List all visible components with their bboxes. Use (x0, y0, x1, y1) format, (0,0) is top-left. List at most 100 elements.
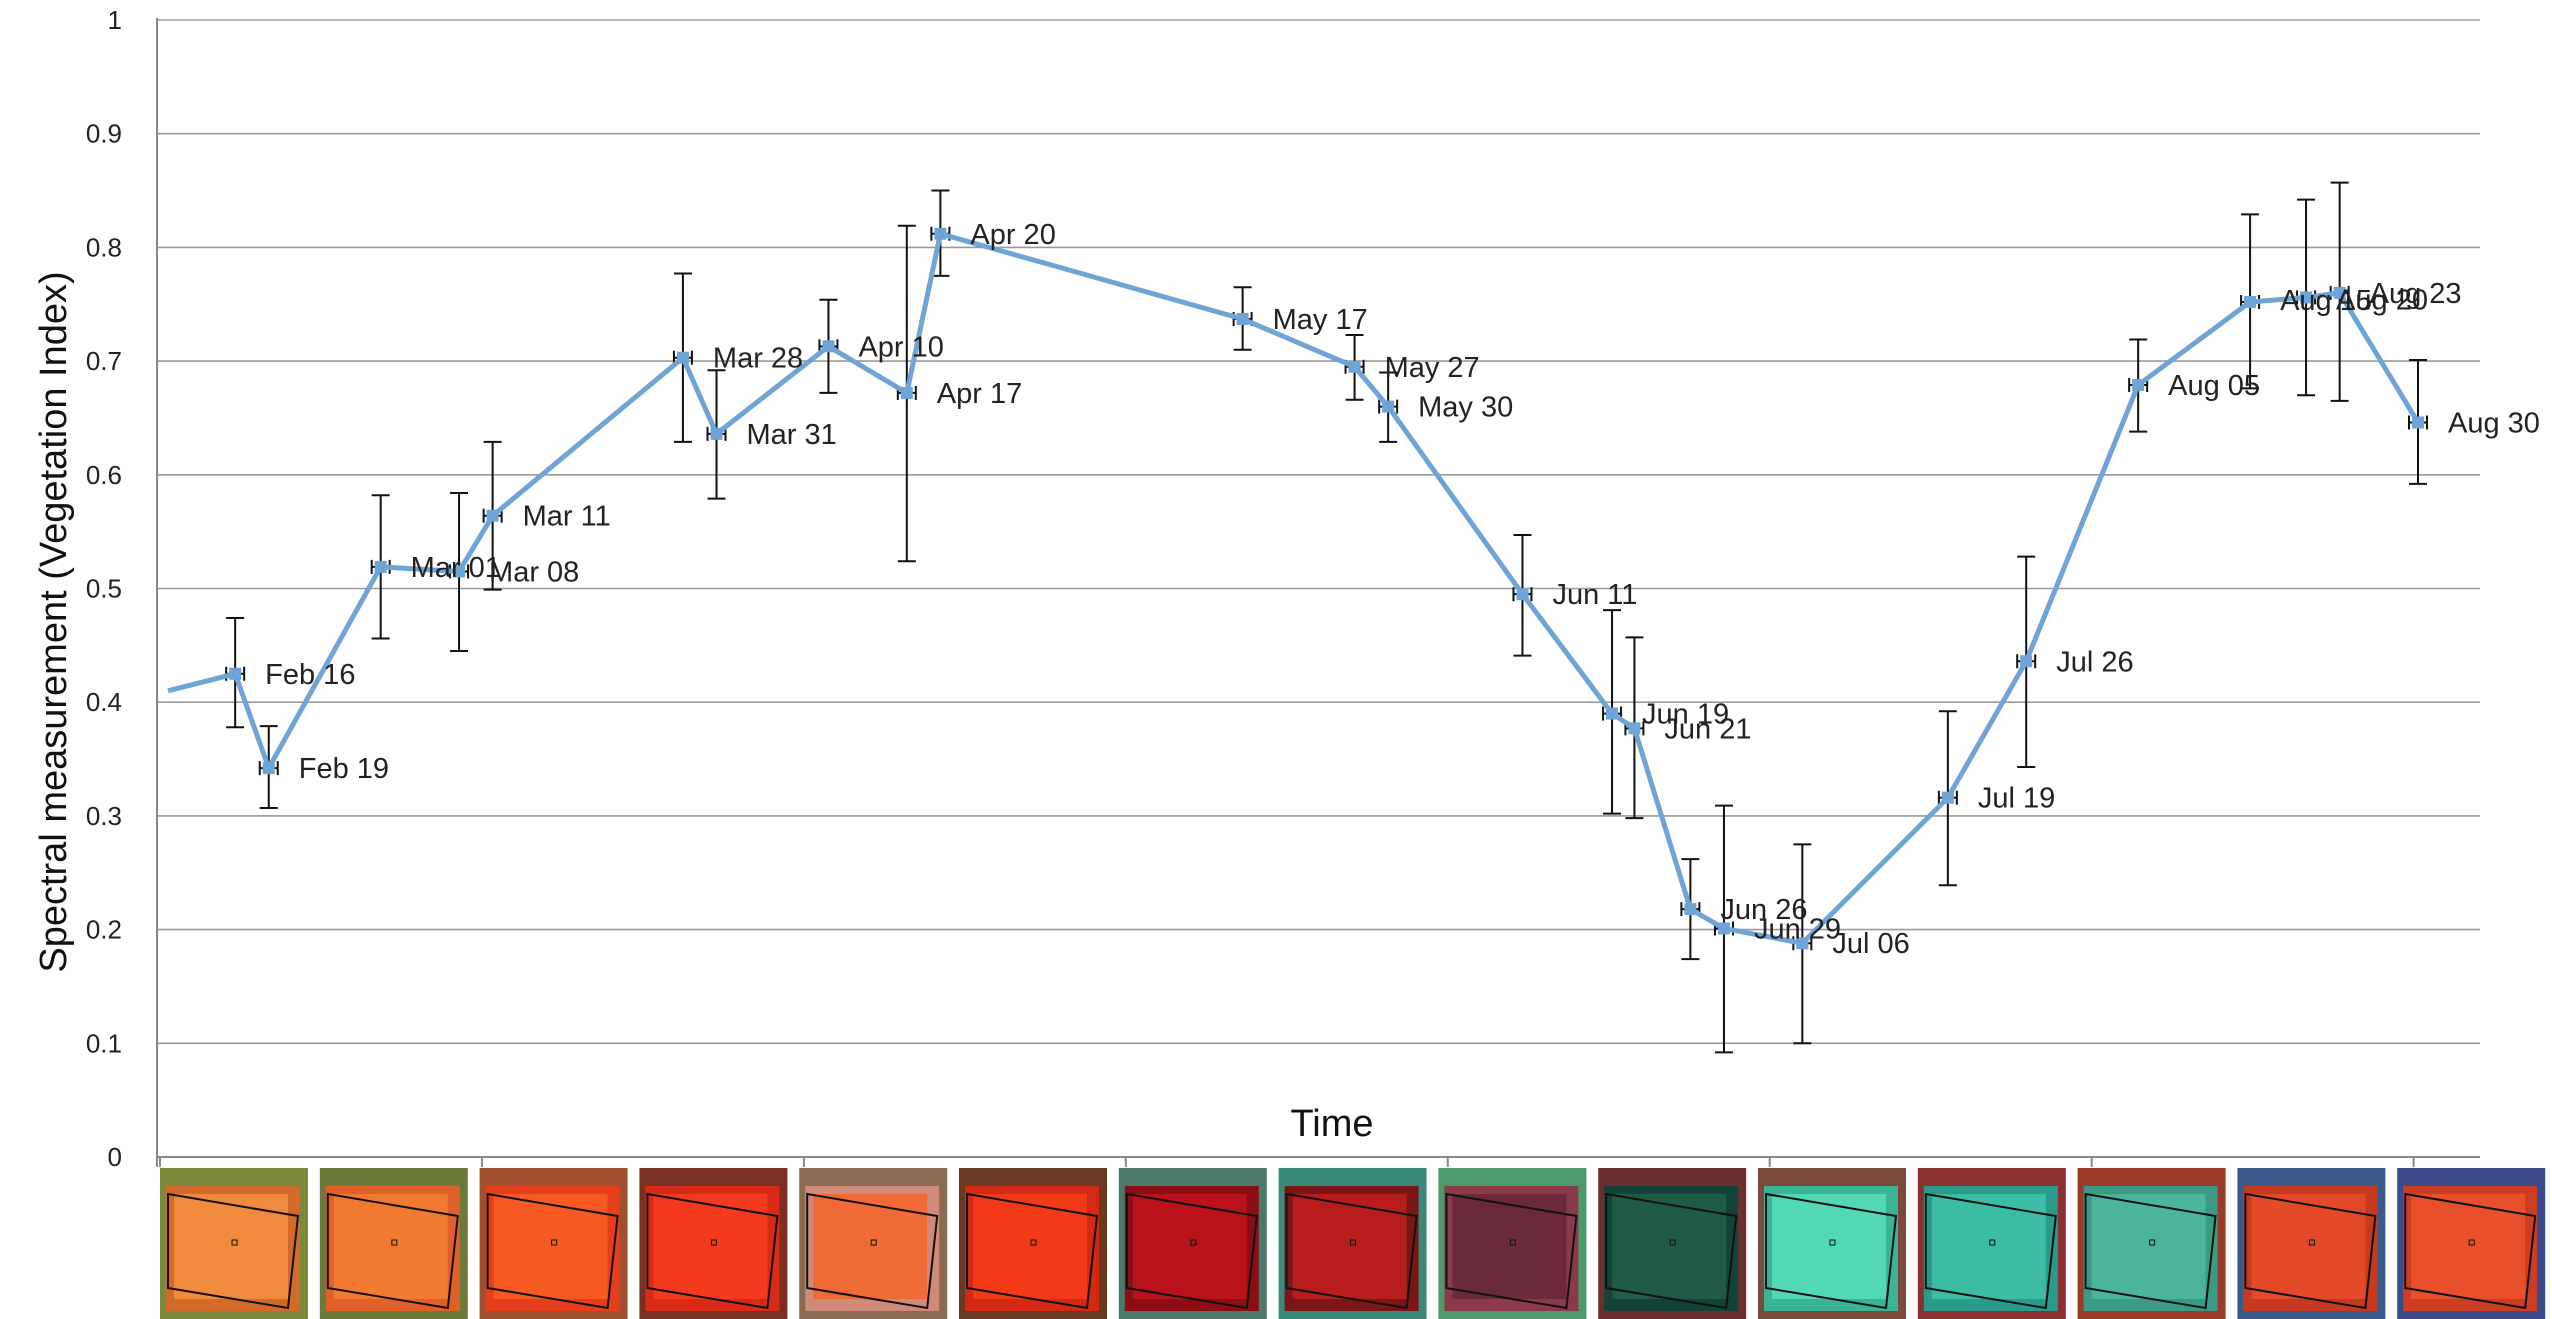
sample-point-marker (1350, 1239, 1357, 1246)
data-point (2244, 295, 2257, 308)
field-boundary (167, 1192, 300, 1310)
field-boundary (1285, 1192, 1418, 1310)
point-label: Jul 06 (1832, 928, 1909, 960)
point-label: May 27 (1385, 352, 1480, 384)
point-label: Mar 28 (713, 343, 803, 375)
sample-point-marker (1509, 1239, 1516, 1246)
thumbnail-field (1292, 1194, 1407, 1299)
data-point (1628, 722, 1641, 735)
field-boundary (1924, 1192, 2057, 1310)
satellite-thumbnail (1758, 1168, 1906, 1319)
point-label: Aug 15 (2280, 285, 2372, 317)
satellite-thumbnail (799, 1168, 948, 1319)
field-boundary (1445, 1192, 1578, 1310)
point-label: Aug 20 (2336, 284, 2428, 316)
satellite-thumbnail (2077, 1168, 2226, 1319)
data-point (1606, 707, 1619, 720)
sample-point-marker (551, 1239, 558, 1246)
point-label: Mar 01 (411, 552, 501, 584)
satellite-thumbnail (1598, 1168, 1747, 1319)
point-label: Jul 26 (2056, 646, 2133, 678)
y-tick-label: 0.3 (86, 801, 122, 831)
satellite-thumbnail (479, 1168, 628, 1319)
data-point (676, 351, 689, 364)
data-point (710, 427, 723, 440)
sample-point-marker (1669, 1239, 1676, 1246)
satellite-thumbnail-strip (160, 1168, 2546, 1319)
thumbnail-field (1132, 1194, 1247, 1299)
point-label: Apr 20 (970, 219, 1055, 251)
sample-point-marker (231, 1239, 238, 1246)
sample-point-marker (870, 1239, 877, 1246)
data-point (2132, 378, 2145, 391)
point-label: Mar 11 (523, 501, 611, 533)
y-axis-title: Spectral measurement (Vegetation Index) (33, 271, 75, 972)
point-label: Aug 23 (2370, 278, 2462, 310)
satellite-thumbnail (160, 1168, 308, 1319)
sample-point-marker (2149, 1239, 2156, 1246)
point-label: Feb 16 (265, 659, 355, 691)
data-point (1796, 937, 1809, 950)
x-axis-title: Time (1290, 1103, 1373, 1145)
field-boundary (486, 1192, 619, 1310)
satellite-thumbnail (1278, 1168, 1427, 1319)
data-point (486, 509, 499, 522)
sample-point-marker (1829, 1239, 1836, 1246)
point-label: Jul 19 (1978, 783, 2055, 815)
thumbnail-field (973, 1194, 1087, 1299)
thumbnail-field (813, 1194, 928, 1299)
data-point (1382, 400, 1395, 413)
field-boundary (1605, 1192, 1738, 1310)
satellite-thumbnail (2237, 1168, 2386, 1319)
y-tick-label: 0.7 (86, 346, 122, 376)
field-boundary (2084, 1192, 2217, 1310)
field-boundary (326, 1192, 459, 1310)
y-tick-label: 0.4 (86, 687, 122, 717)
data-point (1684, 903, 1697, 916)
y-tick-label: 0.9 (86, 119, 122, 149)
satellite-thumbnail (1917, 1168, 2066, 1319)
field-boundary (646, 1192, 779, 1310)
thumbnail-field (1612, 1194, 1727, 1299)
satellite-thumbnail (1438, 1168, 1587, 1319)
point-label: Apr 17 (937, 378, 1022, 410)
data-point (934, 227, 947, 240)
thumbnail-field (2411, 1194, 2526, 1299)
point-label: Mar 31 (747, 419, 837, 451)
point-label: Jun 26 (1720, 894, 1807, 926)
field-boundary (1125, 1192, 1258, 1310)
y-tick-label: 0 (108, 1142, 122, 1172)
sample-point-marker (710, 1239, 717, 1246)
y-tick-label: 0.2 (86, 915, 122, 945)
field-boundary (2244, 1192, 2377, 1310)
satellite-thumbnail (639, 1168, 788, 1319)
point-label: May 30 (1418, 392, 1513, 424)
thumbnail-field (1931, 1194, 2046, 1299)
thumbnail-field (2091, 1194, 2206, 1299)
thumbnail-field (2251, 1194, 2366, 1299)
data-point (1236, 313, 1249, 326)
data-point (1941, 791, 1954, 804)
thumbnail-field (174, 1194, 288, 1299)
data-point (229, 667, 242, 680)
point-label: Jun 29 (1754, 913, 1841, 945)
field-boundary (2404, 1192, 2537, 1310)
data-point (374, 560, 387, 573)
point-label: Jun 19 (1642, 699, 1729, 731)
sample-point-marker (1190, 1239, 1197, 1246)
data-point (822, 340, 835, 353)
point-label: Feb 19 (299, 753, 389, 785)
y-tick-label: 0.8 (86, 232, 122, 262)
sample-point-marker (1989, 1239, 1996, 1246)
satellite-thumbnail (959, 1168, 1107, 1319)
data-point (1516, 588, 1529, 601)
data-point (2020, 655, 2033, 668)
point-label: Aug 05 (2168, 370, 2260, 402)
point-label: Mar 08 (489, 556, 579, 588)
point-label: Aug 30 (2448, 407, 2540, 439)
data-point (1348, 360, 1361, 373)
point-label: Jun 21 (1664, 713, 1751, 745)
y-tick-label: 0.6 (86, 460, 122, 490)
